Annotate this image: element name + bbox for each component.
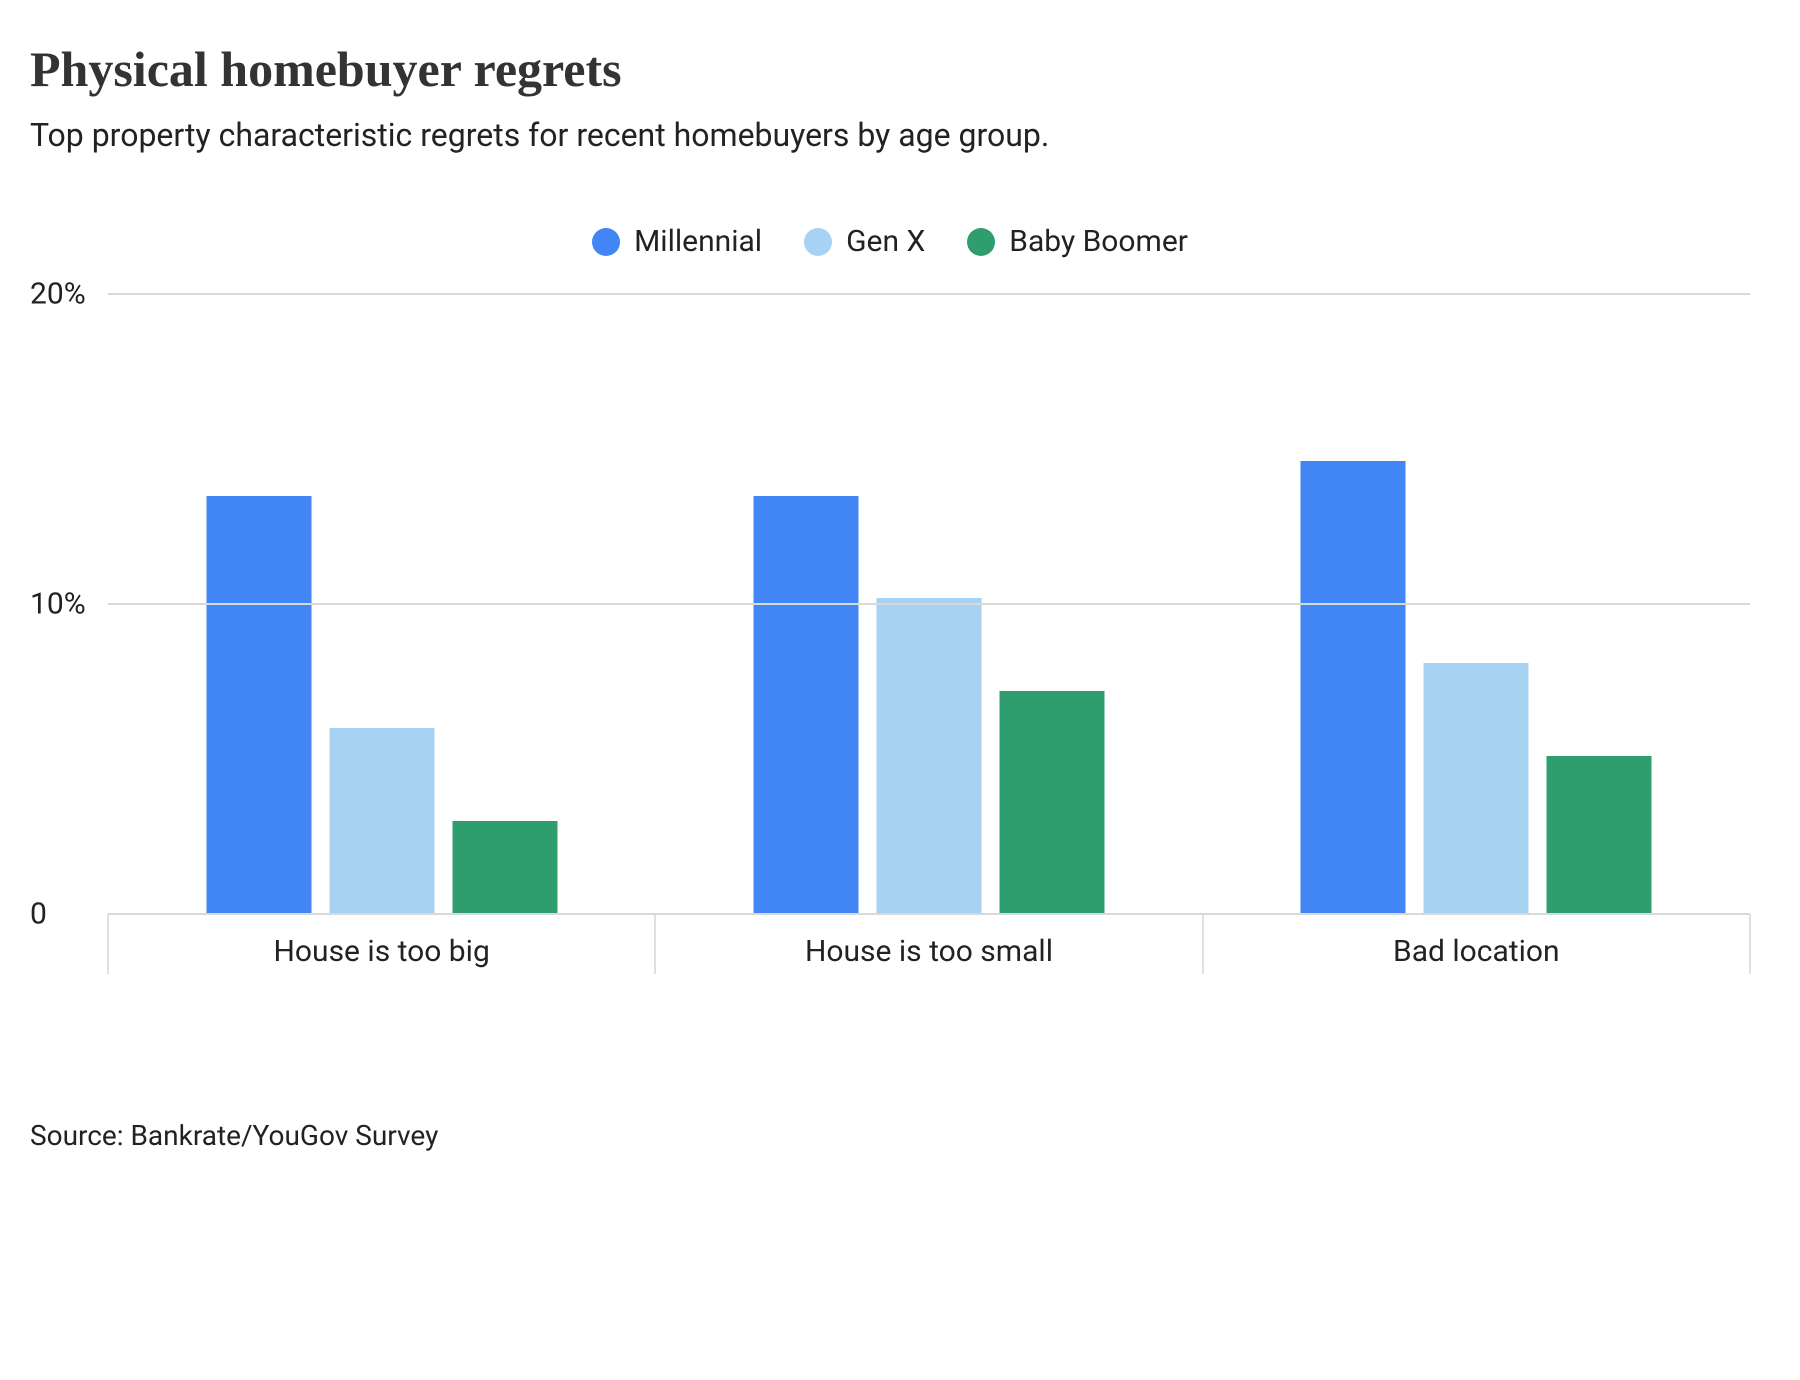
group-separator	[1202, 914, 1204, 974]
x-axis-labels: House is too bigHouse is too smallBad lo…	[108, 934, 1750, 969]
y-tick-label: 20%	[30, 277, 100, 312]
group-separator	[654, 914, 656, 974]
bar-genx	[1424, 663, 1529, 914]
group-separator	[1749, 914, 1751, 974]
plot-area: 010%20%	[108, 294, 1750, 914]
bar-cluster	[1301, 461, 1652, 914]
bar-babyboomer	[1547, 756, 1652, 914]
chart-container: Physical homebuyer regrets Top property …	[0, 0, 1800, 1380]
x-axis-label: House is too small	[655, 934, 1202, 969]
chart-title: Physical homebuyer regrets	[30, 40, 1750, 98]
chart-area: 010%20% House is too bigHouse is too sma…	[30, 294, 1750, 969]
legend-item-genx: Gen X	[804, 224, 925, 259]
gridline	[108, 913, 1750, 915]
bar-millennial	[753, 496, 858, 915]
bar-babyboomer	[999, 691, 1104, 914]
gridline	[108, 603, 1750, 605]
x-axis-label: House is too big	[108, 934, 655, 969]
legend-swatch-genx	[804, 228, 832, 256]
bar-cluster	[753, 496, 1104, 915]
bar-genx	[876, 598, 981, 914]
bar-babyboomer	[452, 821, 557, 914]
bar-cluster	[206, 496, 557, 915]
legend-label-babyboomer: Baby Boomer	[1009, 224, 1188, 259]
bar-millennial	[206, 496, 311, 915]
source-line: Source: Bankrate/YouGov Survey	[30, 1119, 1750, 1152]
legend-label-genx: Gen X	[846, 224, 925, 259]
y-tick-label: 0	[30, 897, 100, 932]
gridline	[108, 293, 1750, 295]
legend: Millennial Gen X Baby Boomer	[30, 224, 1750, 259]
chart-subtitle: Top property characteristic regrets for …	[30, 116, 1750, 154]
legend-label-millennial: Millennial	[634, 224, 762, 259]
bar-genx	[329, 728, 434, 914]
y-tick-label: 10%	[30, 587, 100, 622]
x-axis-label: Bad location	[1203, 934, 1750, 969]
legend-swatch-millennial	[592, 228, 620, 256]
bar-millennial	[1301, 461, 1406, 914]
group-separator	[107, 914, 109, 974]
legend-swatch-babyboomer	[967, 228, 995, 256]
legend-item-millennial: Millennial	[592, 224, 762, 259]
legend-item-babyboomer: Baby Boomer	[967, 224, 1188, 259]
